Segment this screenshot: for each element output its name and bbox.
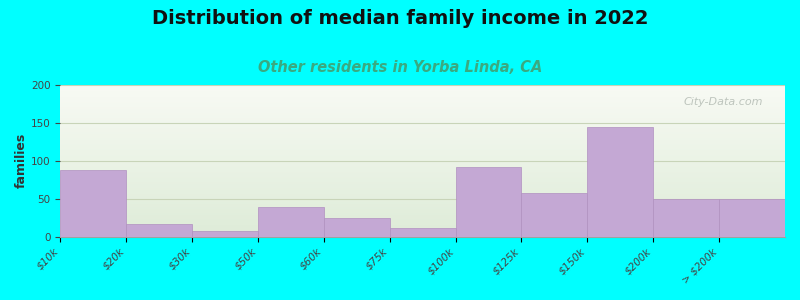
Bar	[192, 231, 258, 237]
Bar	[390, 228, 455, 237]
Bar	[258, 207, 324, 237]
Bar	[324, 218, 390, 237]
Bar	[719, 199, 785, 237]
Bar	[455, 167, 522, 237]
Bar	[587, 128, 654, 237]
Text: Other residents in Yorba Linda, CA: Other residents in Yorba Linda, CA	[258, 60, 542, 75]
Bar	[126, 224, 192, 237]
Bar	[60, 170, 126, 237]
Bar	[654, 199, 719, 237]
Bar	[522, 194, 587, 237]
Y-axis label: families: families	[15, 133, 28, 188]
Text: City-Data.com: City-Data.com	[684, 97, 763, 107]
Text: Distribution of median family income in 2022: Distribution of median family income in …	[152, 9, 648, 28]
